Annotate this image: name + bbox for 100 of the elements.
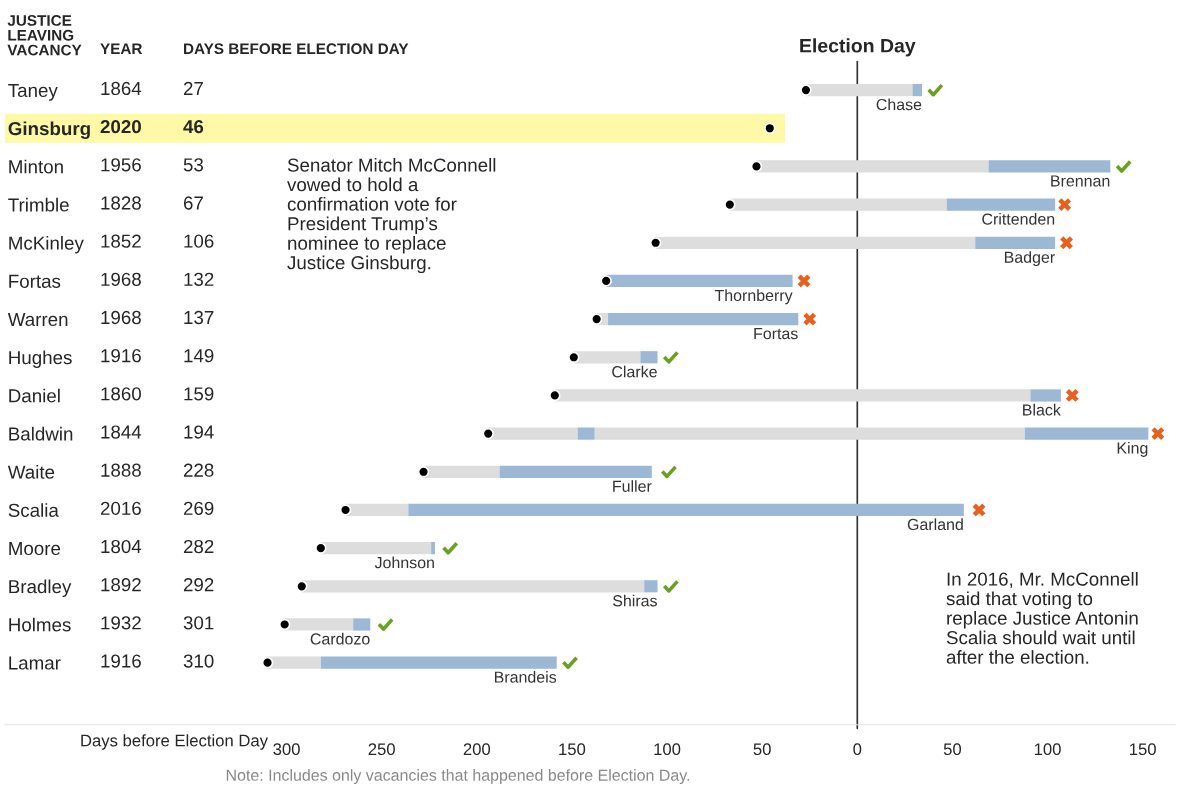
data-label: Thornberry	[714, 289, 793, 305]
annotation: 1968	[101, 272, 141, 286]
point	[315, 542, 327, 554]
x-tick-label: 100	[654, 743, 681, 756]
point	[549, 389, 561, 402]
annotation: 1916	[101, 654, 141, 668]
annotation: 2016	[100, 501, 141, 515]
annotation: 1892	[101, 578, 141, 592]
data-label: Badger	[1004, 251, 1055, 267]
y-tick-label: Scalia	[8, 503, 59, 517]
annotation: 301	[183, 616, 214, 630]
data-label: Cardozo	[310, 632, 370, 645]
point	[800, 84, 812, 96]
annotation: 2020	[100, 120, 141, 134]
point	[1060, 236, 1073, 250]
data-label: Johnson	[374, 556, 434, 569]
bar	[284, 618, 354, 631]
x-tick-label: 0	[853, 743, 862, 756]
y-tick-label: Bradley	[9, 579, 72, 597]
y-tick-label: Taney	[8, 83, 58, 101]
data-label: Fortas	[754, 328, 798, 340]
point	[1058, 198, 1072, 211]
y-tick-label: Holmes	[9, 617, 71, 632]
bar	[554, 389, 1031, 402]
y-tick-label: Daniel	[9, 388, 60, 403]
y-tick-label: Trimble	[8, 197, 69, 212]
x-tick-label: 100	[1034, 743, 1061, 756]
data-label: Fuller	[613, 480, 652, 492]
bar	[577, 427, 595, 440]
annotation: 149	[184, 349, 214, 363]
annotation: 282	[183, 539, 214, 554]
data-label: Chase	[876, 98, 922, 111]
x-tick-label: 150	[559, 743, 586, 756]
bar	[640, 351, 658, 364]
y-tick-label: Fortas	[9, 274, 61, 288]
annotation: 1844	[101, 425, 142, 439]
annotation: Senator Mitch McConnell vowed to hold a confirmation vote for President Trump’s nominee to replace Justice Ginsburg.	[287, 158, 496, 274]
annotation: 1860	[101, 387, 141, 401]
y-tick-label: Minton	[9, 159, 63, 174]
y-tick-label: Hughes	[9, 350, 72, 368]
bar	[320, 542, 432, 555]
annotation: 106	[184, 234, 214, 248]
annotation: 1804	[101, 539, 142, 554]
annotation: 46	[183, 120, 204, 134]
x-tick-label: 50	[753, 743, 771, 756]
data-label: King	[1117, 442, 1148, 457]
bar	[353, 618, 371, 631]
annotation: 137	[184, 310, 214, 325]
x-axis-title: Days before Election Day	[81, 734, 268, 750]
bar	[988, 160, 1111, 173]
annotation: 159	[184, 387, 214, 401]
bar	[1030, 389, 1061, 402]
bar	[320, 656, 557, 669]
annotation: 67	[183, 196, 203, 210]
annotation: 1852	[101, 234, 141, 248]
point	[296, 580, 308, 593]
bar	[805, 83, 913, 97]
bar	[644, 580, 658, 593]
data-label: Shiras	[612, 594, 657, 607]
point	[972, 503, 986, 517]
x-tick-label: 200	[463, 743, 491, 756]
bar	[608, 313, 799, 326]
annotation: 53	[183, 158, 204, 172]
bar	[756, 160, 989, 173]
point	[803, 312, 817, 326]
point	[568, 351, 580, 364]
bar	[431, 542, 435, 555]
point	[1151, 427, 1165, 441]
y-tick-label: Lamar	[9, 656, 61, 670]
text: Note: Includes only vacancies that happened before Election Day.	[226, 769, 690, 784]
annotation: 228	[183, 463, 214, 477]
annotation: 292	[183, 578, 214, 592]
annotation: 310	[183, 654, 214, 668]
point	[724, 198, 736, 211]
y-tick-label: Ginsburg	[8, 121, 90, 140]
y-axis-title: JUSTICE LEAVING VACANCY	[7, 15, 82, 56]
bar	[488, 427, 578, 440]
data-label: Crittenden	[982, 213, 1055, 225]
annotation: 269	[183, 501, 214, 515]
text: DAYS BEFORE ELECTION DAY	[184, 43, 409, 55]
bar	[499, 465, 652, 478]
y-tick-label: Warren	[7, 313, 68, 327]
bar	[423, 465, 500, 478]
data-label: Garland	[907, 518, 963, 531]
bar	[606, 274, 793, 288]
data-label: Brennan	[1051, 175, 1110, 187]
annotation: 1968	[101, 310, 141, 325]
bar	[912, 83, 922, 97]
point	[1065, 389, 1079, 402]
annotation: 27	[183, 81, 203, 95]
y-tick-label: Moore	[9, 542, 61, 556]
annotation: In 2016, Mr. McConnell said that voting to replace Justice Antonin Scalia should wait until after the election.	[946, 572, 1138, 664]
bar	[975, 236, 1056, 249]
x-tick-label: 300	[273, 743, 300, 756]
bar	[301, 580, 645, 593]
annotation: 1932	[101, 616, 141, 630]
annotation: 1956	[101, 158, 141, 172]
annotation: 1888	[101, 463, 141, 477]
data-label: Black	[1023, 403, 1061, 416]
bar	[345, 503, 409, 517]
